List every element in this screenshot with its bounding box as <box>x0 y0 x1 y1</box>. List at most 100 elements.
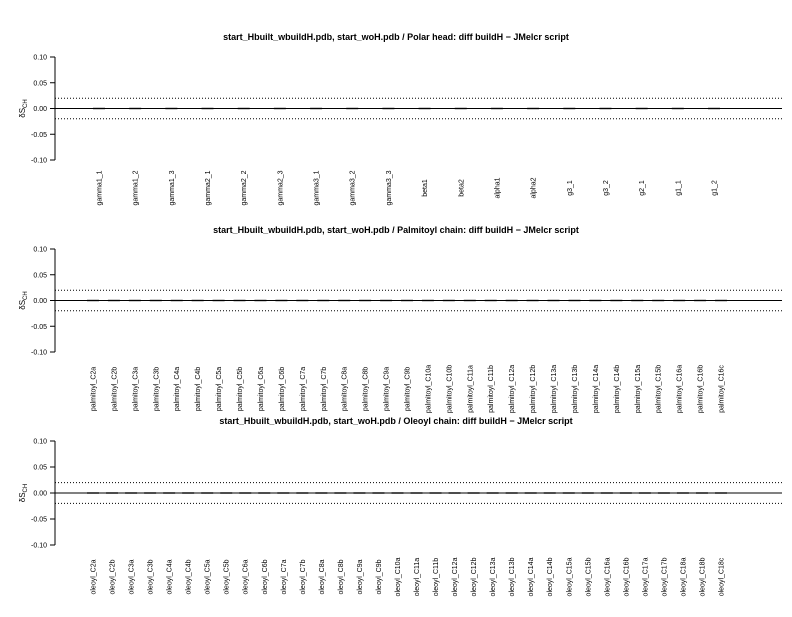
x-category-label: oleoyl_C14a <box>528 557 535 596</box>
y-tick-label: 0.05 <box>33 272 47 279</box>
x-category-label: palmitoyl_C5b <box>237 367 244 411</box>
y-tick-label: 0.00 <box>33 491 47 498</box>
x-category-label: oleoyl_C17b <box>661 557 668 596</box>
y-tick-label: -0.10 <box>31 350 47 357</box>
x-category-label: oleoyl_C4a <box>167 559 174 594</box>
x-category-label: oleoyl_C2b <box>110 559 117 594</box>
x-category-label: oleoyl_C18a <box>680 557 687 596</box>
chart-title: start_Hbuilt_wbuildH.pdb, start_woH.pdb … <box>223 32 569 42</box>
y-tick-label: 0.10 <box>33 247 47 254</box>
x-category-label: palmitoyl_C16c <box>719 365 726 413</box>
y-tick-label: 0.10 <box>33 439 47 446</box>
y-tick-label: -0.10 <box>31 543 47 550</box>
x-category-label: alpha2 <box>531 177 538 198</box>
x-category-label: oleoyl_C14b <box>547 557 554 596</box>
x-category-label: palmitoyl_C3a <box>132 367 139 411</box>
x-category-label: gamma2_2 <box>241 170 248 205</box>
y-axis-label-subscript: CH <box>23 484 29 493</box>
x-category-label: oleoyl_C9b <box>376 559 383 594</box>
x-category-label: oleoyl_C18b <box>700 557 707 596</box>
y-axis-label-main: δS <box>18 300 27 310</box>
x-category-label: oleoyl_C6a <box>243 559 250 594</box>
x-category-label: palmitoyl_C4b <box>195 367 202 411</box>
x-category-label: palmitoyl_C13b <box>572 365 579 413</box>
x-category-label: palmitoyl_C15b <box>656 365 663 413</box>
y-axis-label: δSCH <box>18 291 29 309</box>
x-category-label: g1_1 <box>675 180 682 196</box>
x-category-label: palmitoyl_C16a <box>677 365 684 413</box>
y-tick-label: -0.05 <box>31 324 47 331</box>
x-category-label: oleoyl_C5b <box>224 559 231 594</box>
y-axis-label-subscript: CH <box>23 99 29 108</box>
x-category-label: g3_1 <box>567 180 574 196</box>
x-category-label: palmitoyl_C9a <box>384 367 391 411</box>
x-category-label: oleoyl_C8a <box>319 559 326 594</box>
y-tick-label: 0.05 <box>33 80 47 87</box>
x-category-label: beta2 <box>458 179 465 197</box>
x-category-label: oleoyl_C18c <box>719 557 726 596</box>
x-category-label: palmitoyl_C11b <box>488 365 495 413</box>
x-category-label: palmitoyl_C5a <box>216 367 223 411</box>
x-category-label: palmitoyl_C4a <box>174 367 181 411</box>
x-category-label: oleoyl_C12b <box>471 557 478 596</box>
x-category-label: oleoyl_C8b <box>338 559 345 594</box>
x-category-label: palmitoyl_C8b <box>363 367 370 411</box>
x-category-label: oleoyl_C15a <box>566 557 573 596</box>
y-axis-label: δSCH <box>18 99 29 117</box>
x-category-label: palmitoyl_C13a <box>551 365 558 413</box>
x-category-label: palmitoyl_C2b <box>111 367 118 411</box>
x-category-label: palmitoyl_C6a <box>258 367 265 411</box>
x-category-label: oleoyl_C3a <box>129 559 136 594</box>
x-category-label: palmitoyl_C6b <box>279 367 286 411</box>
chart-title: start_Hbuilt_wbuildH.pdb, start_woH.pdb … <box>219 416 572 426</box>
x-category-label: palmitoyl_C15a <box>635 365 642 413</box>
x-category-label: gamma2_1 <box>205 170 212 205</box>
x-category-label: alpha1 <box>494 177 501 198</box>
x-category-label: palmitoyl_C16b <box>698 365 705 413</box>
x-category-label: palmitoyl_C10b <box>446 365 453 413</box>
x-category-label: oleoyl_C9a <box>357 559 364 594</box>
x-category-label: gamma1_2 <box>133 170 140 205</box>
x-category-label: gamma2_3 <box>277 170 284 205</box>
y-axis-label-main: δS <box>18 108 27 118</box>
x-category-label: oleoyl_C12a <box>452 557 459 596</box>
x-category-label: palmitoyl_C14a <box>593 365 600 413</box>
x-category-label: oleoyl_C7b <box>300 559 307 594</box>
x-category-label: palmitoyl_C10a <box>425 365 432 413</box>
x-category-label: palmitoyl_C9b <box>405 367 412 411</box>
x-category-label: oleoyl_C7a <box>281 559 288 594</box>
x-category-label: gamma3_3 <box>386 170 393 205</box>
x-category-label: palmitoyl_C7a <box>300 367 307 411</box>
y-tick-label: -0.10 <box>31 158 47 165</box>
x-category-label: oleoyl_C11a <box>414 558 421 597</box>
x-category-label: oleoyl_C17a <box>642 557 649 596</box>
y-tick-label: -0.05 <box>31 517 47 524</box>
x-category-label: oleoyl_C5a <box>205 559 212 594</box>
y-tick-label: 0.05 <box>33 465 47 472</box>
x-category-label: oleoyl_C16a <box>604 557 611 596</box>
x-category-label: palmitoyl_C8a <box>342 367 349 411</box>
x-category-label: palmitoyl_C2a <box>91 367 98 411</box>
x-category-label: palmitoyl_C11a <box>467 365 474 413</box>
x-category-label: palmitoyl_C12b <box>530 365 537 413</box>
x-category-label: g1_2 <box>712 180 719 196</box>
chart-panel-2: start_Hbuilt_wbuildH.pdb, start_woH.pdb … <box>18 225 782 413</box>
x-category-label: oleoyl_C2a <box>91 559 98 594</box>
x-category-label: g2_1 <box>639 180 646 196</box>
x-category-label: oleoyl_C3b <box>148 559 155 594</box>
chart-title: start_Hbuilt_wbuildH.pdb, start_woH.pdb … <box>213 225 579 235</box>
x-category-label: oleoyl_C16b <box>623 557 630 596</box>
y-tick-label: 0.00 <box>33 106 47 113</box>
x-category-label: oleoyl_C13b <box>509 557 516 596</box>
chart-panel-1: start_Hbuilt_wbuildH.pdb, start_woH.pdb … <box>18 32 782 206</box>
x-category-label: g3_2 <box>603 180 610 196</box>
x-category-label: oleoyl_C11b <box>433 558 440 597</box>
x-category-label: palmitoyl_C12a <box>509 365 516 413</box>
y-axis-label-subscript: CH <box>23 291 29 300</box>
chart-panel-3: start_Hbuilt_wbuildH.pdb, start_woH.pdb … <box>18 416 782 596</box>
y-axis-label: δSCH <box>18 484 29 502</box>
x-category-label: oleoyl_C6b <box>262 559 269 594</box>
y-tick-label: 0.10 <box>33 55 47 62</box>
